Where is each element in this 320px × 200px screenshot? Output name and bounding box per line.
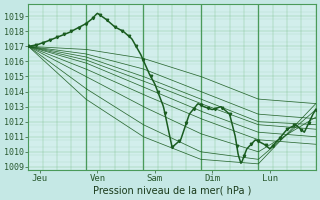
X-axis label: Pression niveau de la mer( hPa ): Pression niveau de la mer( hPa ): [93, 186, 251, 196]
